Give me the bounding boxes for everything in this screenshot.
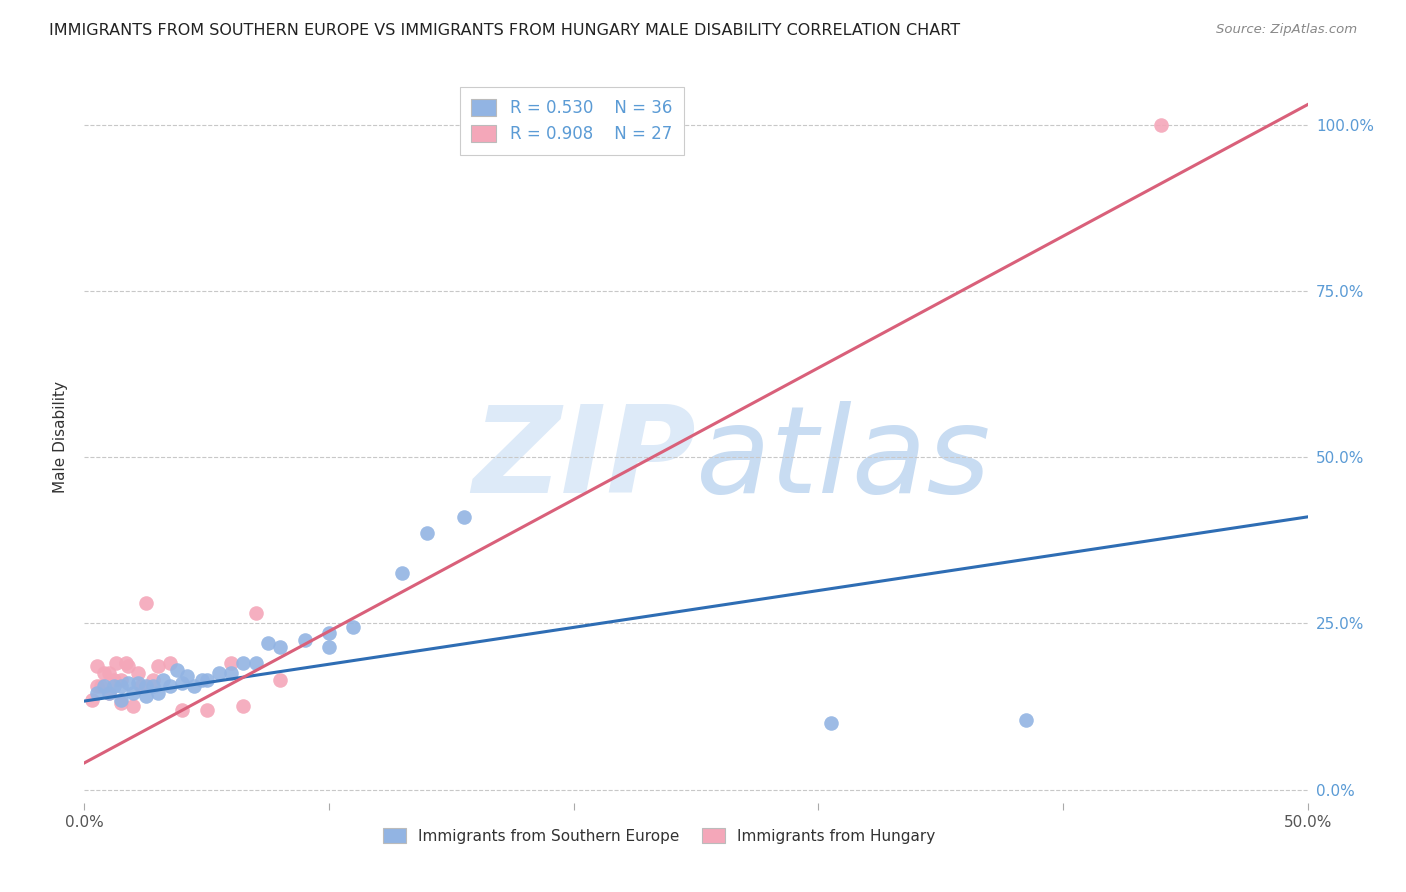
Point (1015, 713, 1038, 727)
Point (208, 666, 231, 681)
Point (232, 656, 254, 670)
Point (117, 676, 139, 690)
Point (219, 656, 242, 670)
Point (103, 680, 125, 694)
Point (135, 690, 157, 704)
Point (269, 640, 291, 654)
Point (391, 566, 413, 581)
Point (294, 632, 316, 647)
Text: atlas: atlas (696, 401, 991, 517)
Point (146, 686, 169, 700)
Point (1150, 118, 1173, 132)
Point (105, 656, 128, 670)
Point (122, 686, 145, 700)
Point (166, 663, 188, 677)
Point (159, 680, 181, 694)
Point (142, 680, 165, 694)
Point (93, 666, 115, 681)
Y-axis label: Male Disability: Male Disability (53, 381, 69, 493)
Point (820, 716, 842, 731)
Point (342, 619, 364, 633)
Point (195, 673, 218, 687)
Point (172, 703, 194, 717)
Point (191, 673, 214, 687)
Point (172, 676, 194, 690)
Point (127, 666, 149, 681)
Point (416, 526, 439, 541)
Point (318, 640, 340, 654)
Point (159, 656, 181, 670)
Point (103, 673, 125, 687)
Point (318, 626, 340, 640)
Legend: Immigrants from Southern Europe, Immigrants from Hungary: Immigrants from Southern Europe, Immigra… (377, 822, 942, 850)
Point (86, 680, 108, 694)
Point (93, 680, 115, 694)
Point (142, 673, 165, 687)
Point (245, 656, 267, 670)
Point (110, 696, 132, 710)
Point (117, 659, 139, 673)
Point (129, 680, 152, 694)
Point (146, 659, 169, 673)
Point (245, 607, 267, 621)
Point (152, 673, 174, 687)
Point (176, 669, 198, 683)
Text: ZIP: ZIP (472, 401, 696, 517)
Point (86, 686, 108, 700)
Point (86, 659, 108, 673)
Point (110, 673, 132, 687)
Point (97, 686, 120, 700)
Point (127, 676, 149, 690)
Point (232, 699, 254, 714)
Point (80, 692, 103, 706)
Point (453, 509, 475, 524)
Point (90, 680, 112, 694)
Point (269, 673, 291, 687)
Point (97, 666, 120, 681)
Point (115, 656, 138, 670)
Point (195, 703, 218, 717)
Point (135, 680, 157, 694)
Text: IMMIGRANTS FROM SOUTHERN EUROPE VS IMMIGRANTS FROM HUNGARY MALE DISABILITY CORRE: IMMIGRANTS FROM SOUTHERN EUROPE VS IMMIG… (49, 23, 960, 38)
Point (257, 636, 280, 650)
Point (110, 692, 132, 706)
Point (97, 686, 120, 700)
Point (183, 680, 205, 694)
Point (122, 699, 145, 714)
Text: Source: ZipAtlas.com: Source: ZipAtlas.com (1216, 23, 1357, 37)
Point (135, 596, 157, 610)
Point (219, 666, 242, 681)
Point (110, 680, 132, 694)
